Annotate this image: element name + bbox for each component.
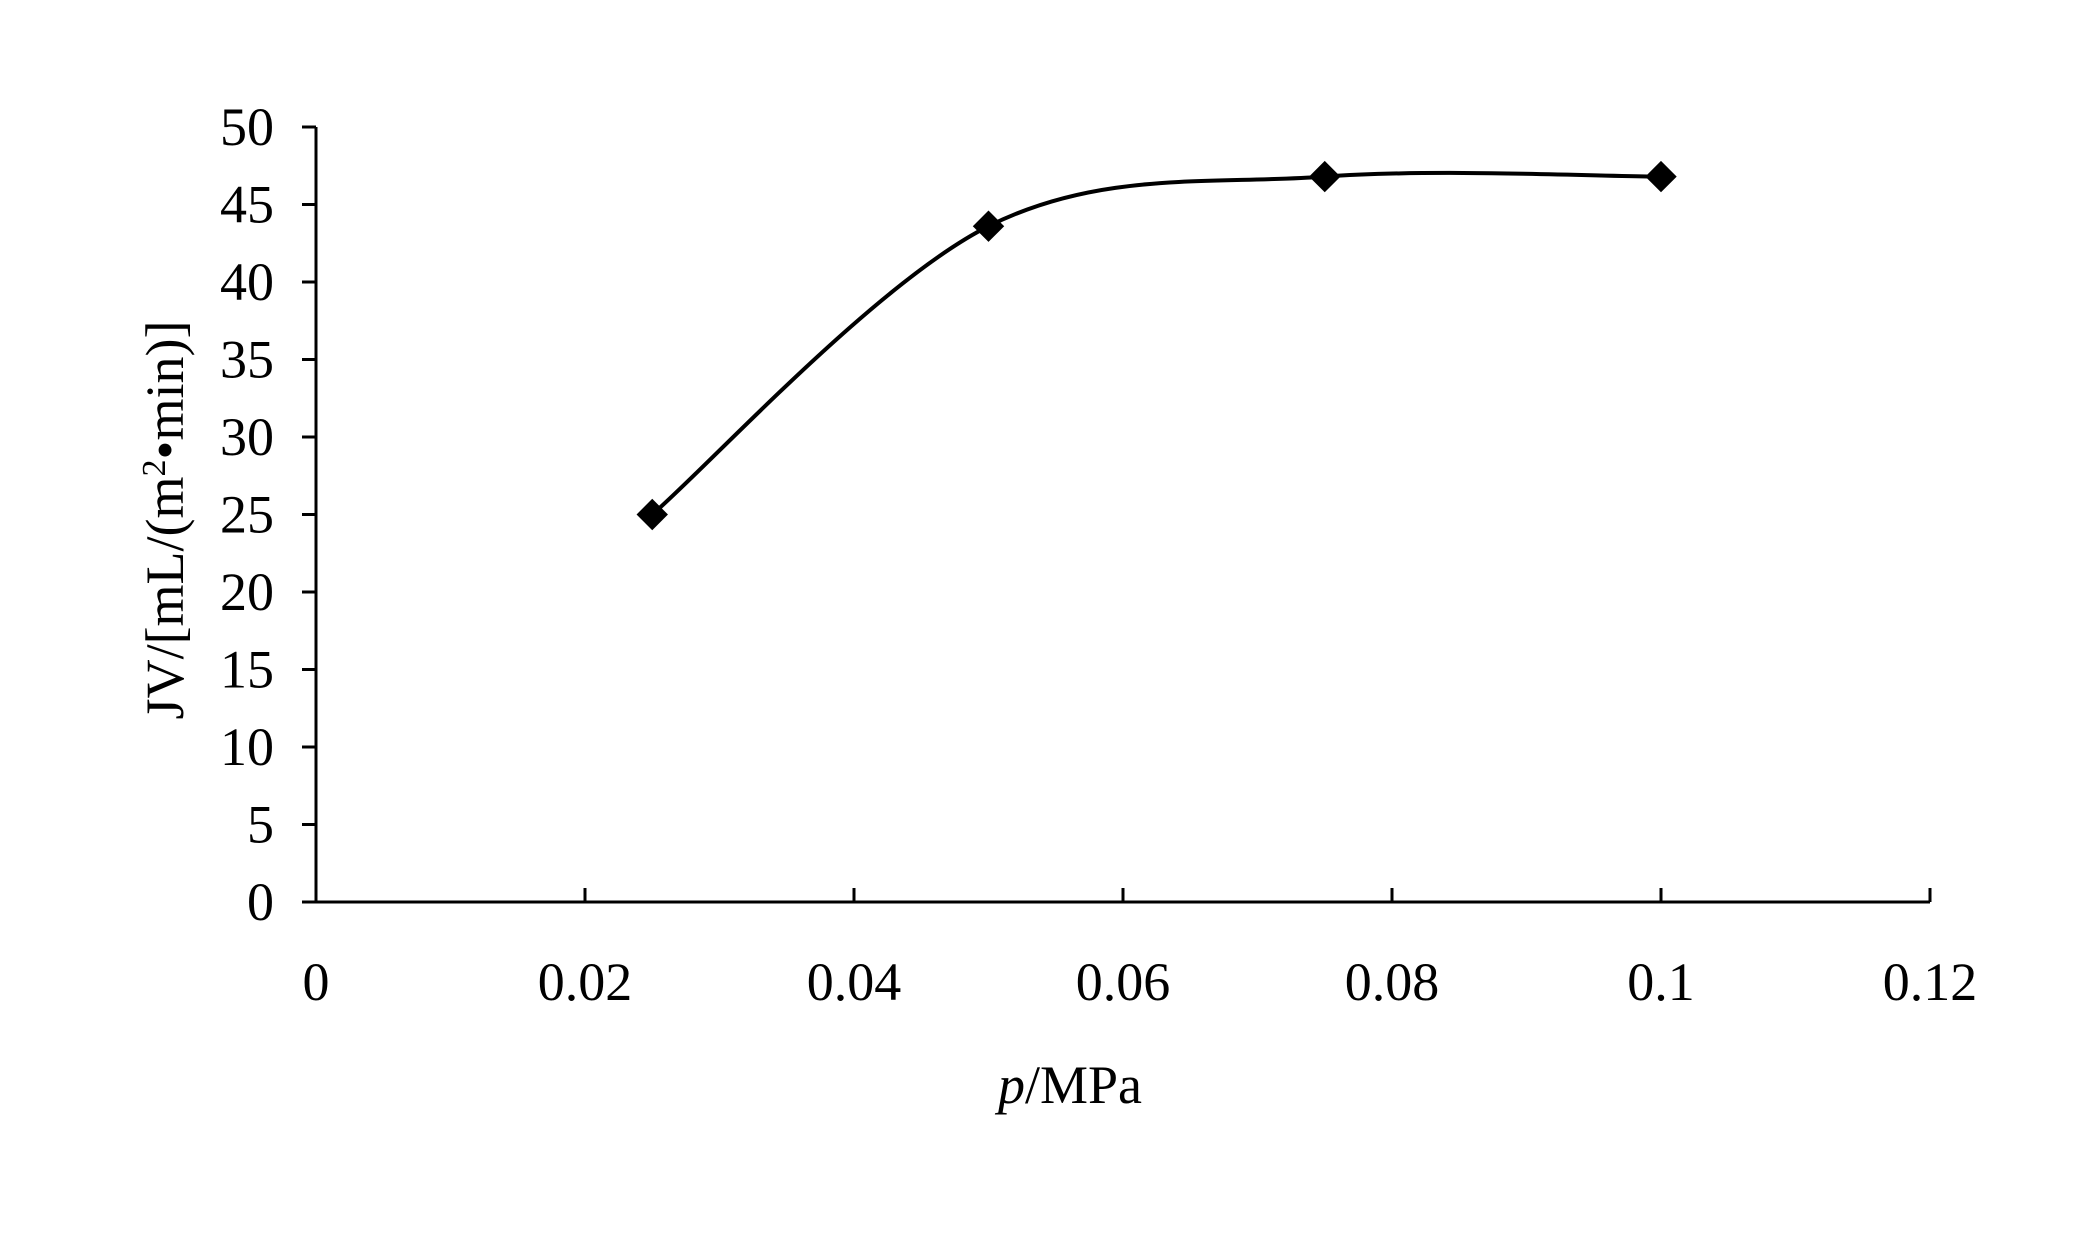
- x-axis-title-unit: /MPa: [1025, 1055, 1142, 1115]
- data-point-marker: [1309, 160, 1341, 193]
- series-line: [650, 170, 1662, 517]
- x-axis-title-symbol: p: [994, 1055, 1025, 1115]
- x-tick-label: 0.12: [1883, 952, 1978, 1012]
- data-point-marker: [636, 498, 668, 531]
- axes: 0 5 10 15 20 25 30 35 40 45 50 0 0.02 0.04 0.06 0.08 0.1…: [220, 97, 1977, 1012]
- y-axis-title-tail: •min)]: [135, 321, 195, 460]
- y-axis-title-main: JV/[mL/(m: [135, 476, 195, 719]
- x-tick-label: 0.02: [538, 952, 633, 1012]
- y-tick-label: 10: [220, 717, 274, 777]
- series-layer: [636, 160, 1677, 531]
- y-tick-label: 25: [220, 485, 274, 545]
- y-tick-label: 5: [247, 795, 274, 855]
- x-tick-label: 0.04: [807, 952, 902, 1012]
- x-tick-label: 0: [303, 952, 330, 1012]
- data-point-marker: [1645, 160, 1677, 193]
- y-tick-label: 30: [220, 407, 274, 467]
- y-tick-label: 40: [220, 252, 274, 312]
- data-point-marker: [972, 210, 1005, 242]
- x-tick-label: 0.08: [1345, 952, 1440, 1012]
- x-tick-label: 0.06: [1076, 952, 1171, 1012]
- x-tick-label: 0.1: [1627, 952, 1695, 1012]
- y-axis-title-superscript: 2: [136, 459, 173, 476]
- y-tick-label: 0: [247, 872, 274, 932]
- y-tick-label: 45: [220, 175, 274, 235]
- y-tick-label: 15: [220, 640, 274, 700]
- x-axis-title: p/MPa: [994, 1055, 1142, 1115]
- y-axis-title: JV/[mL/(m2•min)]: [135, 321, 195, 720]
- axis-labels: p/MPa JV/[mL/(m2•min)]: [135, 321, 1142, 1115]
- y-tick-label: 50: [220, 97, 274, 157]
- y-tick-label: 20: [220, 562, 274, 622]
- y-tick-label: 35: [220, 330, 274, 390]
